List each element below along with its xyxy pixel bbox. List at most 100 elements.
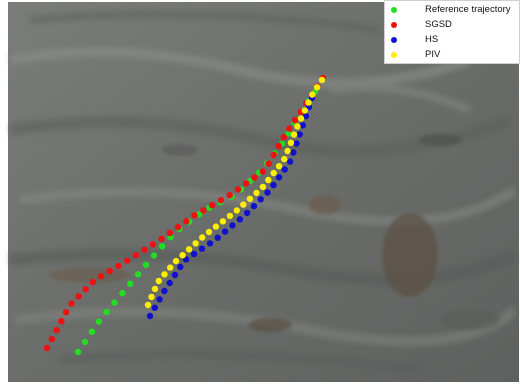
sgsd-marker bbox=[48, 335, 55, 343]
legend-label: Reference trajectory bbox=[425, 4, 511, 15]
sgsd-marker bbox=[106, 267, 114, 275]
hs-marker bbox=[177, 263, 184, 271]
sgsd-marker bbox=[43, 344, 51, 352]
piv-marker bbox=[270, 169, 277, 177]
piv-marker bbox=[313, 84, 321, 91]
piv-marker bbox=[192, 240, 199, 247]
piv-marker bbox=[265, 176, 272, 184]
sgsd-marker bbox=[141, 246, 148, 253]
reference-trajectory-marker bbox=[119, 290, 126, 297]
reference-trajectory-marker bbox=[74, 348, 82, 356]
hs-marker bbox=[206, 240, 214, 247]
sgsd-marker bbox=[132, 252, 139, 259]
legend-label: HS bbox=[425, 34, 439, 45]
piv-marker bbox=[167, 264, 174, 271]
reference-trajectory-marker bbox=[285, 130, 292, 137]
piv-marker bbox=[290, 131, 298, 138]
reference-trajectory-marker bbox=[150, 252, 158, 259]
reference-trajectory-marker bbox=[111, 299, 118, 306]
sgsd-marker bbox=[208, 202, 216, 209]
hs-marker bbox=[161, 287, 168, 295]
hs-marker bbox=[296, 131, 303, 138]
sgsd-marker bbox=[226, 192, 233, 199]
reference-trajectory-marker bbox=[142, 261, 150, 268]
piv-marker bbox=[144, 301, 152, 309]
legend: Reference trajectory SGSD HS PIV bbox=[384, 0, 520, 64]
hs-marker bbox=[236, 216, 244, 223]
debris-patch bbox=[440, 310, 500, 330]
sgsd-marker bbox=[270, 151, 277, 158]
legend-marker bbox=[391, 22, 397, 28]
hs-marker bbox=[275, 174, 283, 181]
piv-series bbox=[144, 76, 326, 309]
hs-marker bbox=[281, 166, 288, 173]
hs-marker bbox=[156, 296, 163, 303]
sgsd-marker bbox=[286, 125, 293, 132]
legend-marker bbox=[391, 7, 397, 13]
piv-marker bbox=[297, 115, 305, 122]
hs-marker bbox=[171, 271, 179, 279]
reference-trajectory-marker bbox=[134, 271, 142, 278]
debris-patch bbox=[309, 195, 341, 215]
hs-marker bbox=[221, 228, 229, 235]
sgsd-marker bbox=[82, 286, 89, 293]
reference-trajectory-marker bbox=[95, 318, 103, 325]
trajectory-markers bbox=[43, 74, 327, 356]
hs-marker bbox=[214, 234, 221, 241]
sgsd-marker bbox=[89, 278, 97, 286]
sgsd-marker bbox=[166, 229, 173, 237]
sgsd-marker bbox=[174, 223, 182, 231]
hs-marker bbox=[299, 122, 307, 129]
piv-marker bbox=[294, 123, 301, 130]
reference-trajectory-marker bbox=[127, 280, 134, 287]
piv-marker bbox=[246, 195, 254, 202]
piv-marker bbox=[179, 252, 186, 259]
sgsd-marker bbox=[149, 241, 157, 248]
debris-patch bbox=[50, 267, 130, 283]
sgsd-marker bbox=[251, 174, 258, 181]
hs-marker bbox=[243, 209, 251, 217]
piv-marker bbox=[305, 99, 312, 106]
piv-marker bbox=[275, 163, 283, 170]
hs-marker bbox=[250, 202, 258, 210]
piv-marker bbox=[155, 277, 162, 285]
debris-patch bbox=[382, 213, 438, 297]
piv-marker bbox=[172, 257, 180, 265]
hs-marker bbox=[229, 222, 236, 229]
reference-trajectory-marker bbox=[88, 328, 96, 335]
sgsd-marker bbox=[124, 257, 131, 264]
debris-patch bbox=[248, 318, 292, 332]
sgsd-marker bbox=[75, 293, 82, 300]
sgsd-marker bbox=[115, 262, 122, 270]
sgsd-marker bbox=[265, 160, 272, 167]
piv-marker bbox=[259, 183, 267, 191]
hs-marker bbox=[198, 245, 206, 252]
sgsd-marker bbox=[234, 186, 242, 193]
piv-marker bbox=[253, 189, 260, 197]
piv-marker bbox=[240, 201, 247, 208]
reference-trajectory-marker bbox=[159, 243, 166, 250]
piv-marker bbox=[199, 234, 206, 241]
piv-marker bbox=[219, 218, 227, 225]
sgsd-marker bbox=[291, 117, 299, 124]
legend-marker bbox=[391, 37, 397, 43]
hs-marker bbox=[146, 312, 154, 320]
hs-marker bbox=[264, 189, 271, 196]
hs-marker bbox=[302, 113, 310, 120]
legend-marker bbox=[391, 52, 397, 58]
sgsd-marker bbox=[62, 309, 70, 316]
sgsd-marker bbox=[158, 235, 165, 243]
sgsd-marker bbox=[275, 142, 282, 150]
hs-marker bbox=[190, 250, 198, 258]
water-texture bbox=[9, 10, 519, 375]
hs-marker bbox=[286, 158, 294, 165]
piv-marker bbox=[233, 207, 240, 214]
sgsd-marker bbox=[183, 218, 190, 225]
hs-marker bbox=[166, 279, 173, 287]
sgsd-marker bbox=[58, 318, 65, 325]
hs-marker bbox=[270, 181, 277, 189]
debris-patch bbox=[418, 134, 462, 146]
piv-marker bbox=[318, 76, 326, 84]
sgsd-marker bbox=[243, 180, 250, 187]
